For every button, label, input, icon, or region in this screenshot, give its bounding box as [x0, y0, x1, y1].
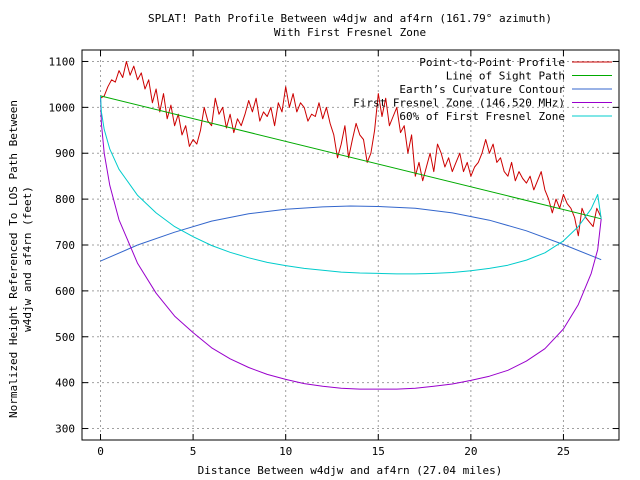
y-tick-label: 1000 — [49, 101, 76, 114]
legend-label: First Fresnel Zone (146.520 MHz) — [353, 97, 565, 110]
legend-label: Point-to-Point Profile — [419, 56, 565, 69]
legend-label: Earth’s Curvature Contour — [399, 83, 565, 96]
y-tick-label: 500 — [55, 331, 75, 344]
x-tick-label: 10 — [279, 445, 292, 458]
y-tick-label: 700 — [55, 239, 75, 252]
series-line-1 — [100, 61, 602, 237]
y-tick-label: 800 — [55, 193, 75, 206]
series-line-4 — [100, 95, 602, 390]
y-tick-label: 1100 — [49, 55, 76, 68]
y-axis-label-line-2: w4djw and af4rn (feet) — [21, 186, 34, 332]
y-tick-label: 400 — [55, 377, 75, 390]
y-tick-label: 600 — [55, 285, 75, 298]
x-axis-label: Distance Between w4djw and af4rn (27.04 … — [198, 464, 503, 477]
x-tick-label: 0 — [97, 445, 104, 458]
y-tick-label: 300 — [55, 423, 75, 436]
chart-title: SPLAT! Path Profile Between w4djw and af… — [148, 12, 552, 25]
series-line-2 — [100, 95, 602, 220]
y-axis-label-line-1: Normalized Height Referenced To LOS Path… — [7, 100, 20, 418]
series-line-3 — [100, 205, 602, 262]
legend-label: Line of Sight Path — [446, 70, 565, 83]
x-tick-label: 5 — [190, 445, 197, 458]
chart-subtitle: With First Fresnel Zone — [274, 26, 426, 39]
series-lines — [100, 61, 602, 390]
x-tick-label: 25 — [557, 445, 570, 458]
legend-label: 60% of First Fresnel Zone — [399, 110, 565, 123]
x-tick-label: 20 — [464, 445, 477, 458]
y-tick-label: 900 — [55, 147, 75, 160]
x-tick-label: 15 — [372, 445, 385, 458]
series-line-5 — [100, 95, 602, 275]
axis-ticks: 0 5 10 15 20 25 300 400 500 600 700 800 900 1000 1100 — [49, 50, 619, 458]
